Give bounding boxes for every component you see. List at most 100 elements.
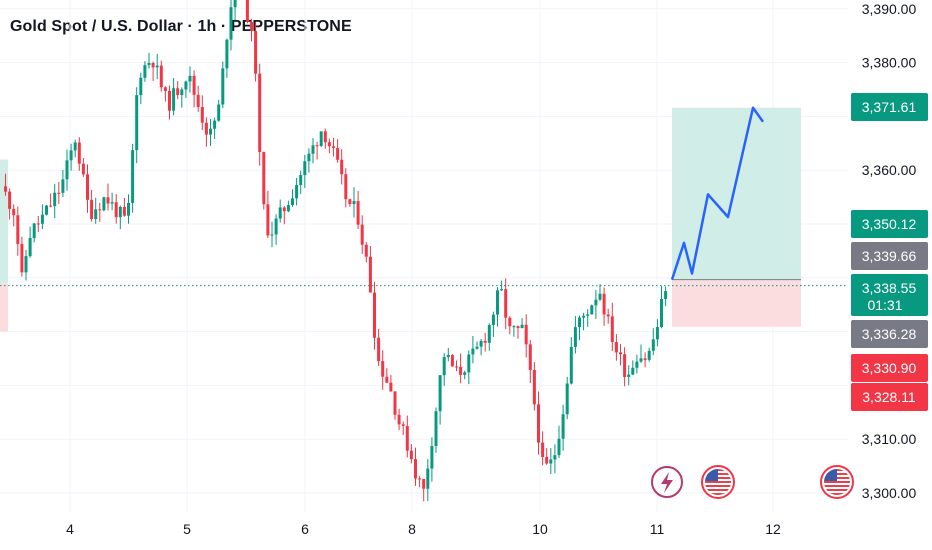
candle-body[interactable] xyxy=(20,243,24,273)
candle-body[interactable] xyxy=(77,142,81,164)
candle-body[interactable] xyxy=(106,197,110,204)
candles[interactable] xyxy=(4,0,668,502)
candle-body[interactable] xyxy=(504,289,508,318)
candle-body[interactable] xyxy=(483,340,487,343)
candle-body[interactable] xyxy=(217,104,221,121)
candle-body[interactable] xyxy=(635,361,639,368)
candle-body[interactable] xyxy=(553,455,557,460)
candle-body[interactable] xyxy=(32,223,36,239)
candle-body[interactable] xyxy=(233,0,237,8)
candle-body[interactable] xyxy=(16,215,20,244)
candle-body[interactable] xyxy=(565,383,569,415)
candle-body[interactable] xyxy=(307,153,311,162)
candle-body[interactable] xyxy=(90,199,94,220)
candle-body[interactable] xyxy=(586,314,590,316)
candle-body[interactable] xyxy=(401,424,405,426)
candle-body[interactable] xyxy=(28,238,32,257)
candle-body[interactable] xyxy=(610,316,614,343)
candle-body[interactable] xyxy=(516,326,520,329)
candle-body[interactable] xyxy=(578,317,581,328)
candle-body[interactable] xyxy=(8,191,12,209)
candle-body[interactable] xyxy=(487,325,491,343)
stop-zone[interactable] xyxy=(672,279,801,327)
candle-body[interactable] xyxy=(258,73,262,153)
candle-body[interactable] xyxy=(188,75,192,82)
candle-body[interactable] xyxy=(286,205,290,212)
candle-body[interactable] xyxy=(594,299,598,306)
candle-body[interactable] xyxy=(49,205,53,207)
candle-body[interactable] xyxy=(147,63,151,66)
candle-body[interactable] xyxy=(143,65,147,78)
candle-body[interactable] xyxy=(446,355,450,358)
candle-body[interactable] xyxy=(12,208,16,216)
candle-body[interactable] xyxy=(479,340,483,347)
candle-body[interactable] xyxy=(455,366,458,368)
candle-body[interactable] xyxy=(53,192,57,207)
candle-body[interactable] xyxy=(4,186,7,192)
candle-body[interactable] xyxy=(364,244,368,257)
candle-body[interactable] xyxy=(500,289,504,291)
candle-body[interactable] xyxy=(385,376,389,383)
candle-body[interactable] xyxy=(491,314,495,326)
candle-body[interactable] xyxy=(131,150,135,203)
candle-body[interactable] xyxy=(192,75,196,95)
candle-body[interactable] xyxy=(332,146,335,148)
candle-body[interactable] xyxy=(282,207,286,212)
candle-body[interactable] xyxy=(291,198,294,206)
candle-body[interactable] xyxy=(299,174,303,185)
candle-body[interactable] xyxy=(163,87,167,91)
candle-body[interactable] xyxy=(508,317,512,327)
candle-body[interactable] xyxy=(598,293,602,300)
candle-body[interactable] xyxy=(582,315,586,318)
candle-body[interactable] xyxy=(36,223,40,225)
candle-body[interactable] xyxy=(278,207,282,219)
candle-body[interactable] xyxy=(377,337,381,362)
profit-zone[interactable] xyxy=(672,107,801,280)
candle-body[interactable] xyxy=(537,404,540,443)
candle-body[interactable] xyxy=(180,89,184,96)
candle-body[interactable] xyxy=(397,414,401,425)
candle-body[interactable] xyxy=(40,214,44,224)
candle-body[interactable] xyxy=(229,7,233,40)
candle-body[interactable] xyxy=(336,147,340,160)
candle-body[interactable] xyxy=(651,339,655,351)
candle-body[interactable] xyxy=(655,326,659,340)
candle-body[interactable] xyxy=(213,120,217,129)
candle-body[interactable] xyxy=(405,425,409,451)
candle-body[interactable] xyxy=(545,456,549,464)
candle-body[interactable] xyxy=(319,131,323,146)
candle-body[interactable] xyxy=(274,218,278,235)
candle-body[interactable] xyxy=(614,342,618,353)
candle-body[interactable] xyxy=(295,184,299,199)
candle-body[interactable] xyxy=(639,358,643,362)
candle-body[interactable] xyxy=(414,459,417,479)
us-flag-icon[interactable] xyxy=(701,465,735,499)
candle-body[interactable] xyxy=(389,382,393,392)
candle-body[interactable] xyxy=(475,346,479,349)
candle-body[interactable] xyxy=(323,131,327,143)
candle-body[interactable] xyxy=(569,346,573,384)
candle-body[interactable] xyxy=(110,202,114,204)
candle-body[interactable] xyxy=(65,160,69,180)
candle-body[interactable] xyxy=(602,293,606,315)
candle-body[interactable] xyxy=(356,201,360,225)
candle-body[interactable] xyxy=(434,411,438,447)
candle-body[interactable] xyxy=(549,459,553,464)
candle-body[interactable] xyxy=(467,354,471,373)
candle-body[interactable] xyxy=(660,298,663,327)
candle-body[interactable] xyxy=(81,163,85,175)
candle-body[interactable] xyxy=(422,478,426,489)
candle-body[interactable] xyxy=(459,366,463,375)
candle-body[interactable] xyxy=(418,478,422,480)
candle-body[interactable] xyxy=(73,142,77,151)
candle-body[interactable] xyxy=(45,205,48,215)
candle-body[interactable] xyxy=(102,197,106,211)
candle-body[interactable] xyxy=(24,256,28,273)
candle-body[interactable] xyxy=(430,446,434,469)
candle-body[interactable] xyxy=(176,88,180,96)
candle-body[interactable] xyxy=(450,355,454,367)
candle-body[interactable] xyxy=(512,326,516,328)
candle-body[interactable] xyxy=(155,65,159,68)
candle-body[interactable] xyxy=(623,354,627,377)
